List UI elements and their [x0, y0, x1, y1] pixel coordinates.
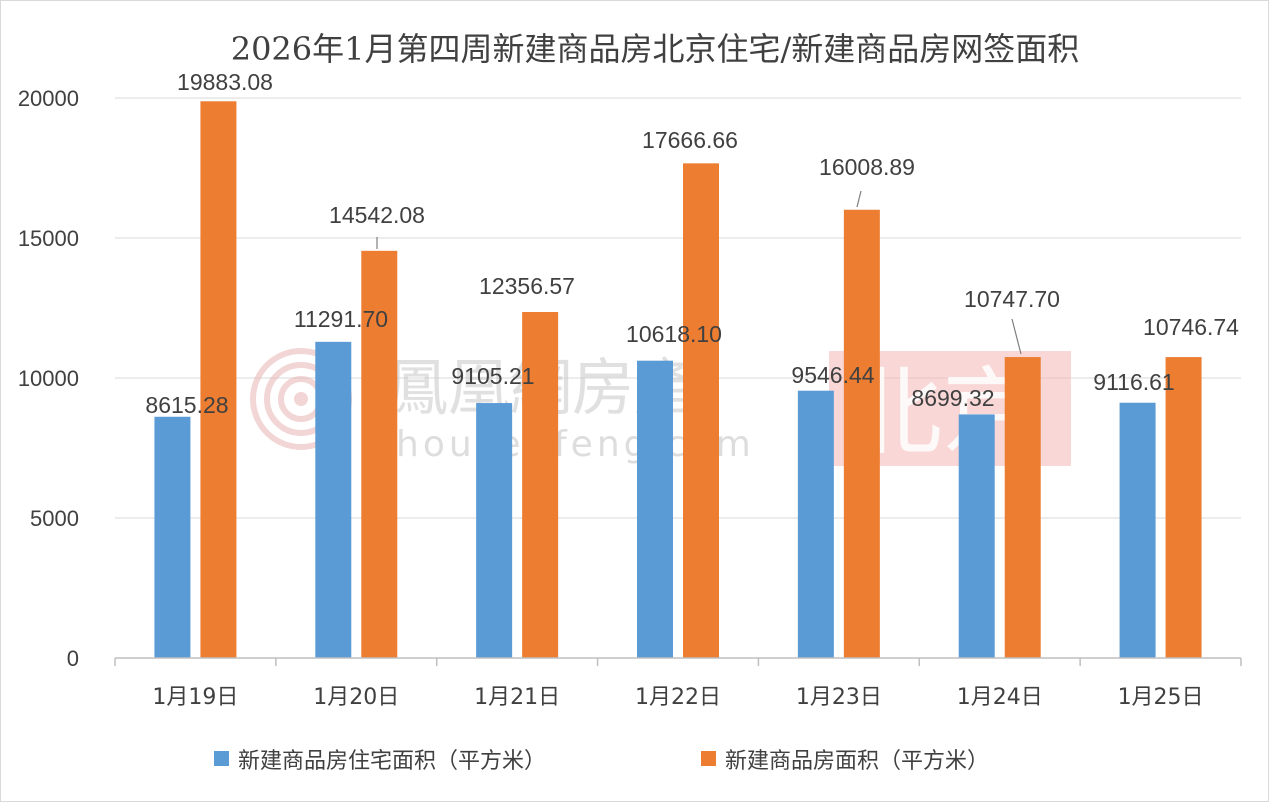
data-label: 10746.74: [1143, 314, 1239, 340]
x-tick-label: 1月25日: [1118, 685, 1204, 710]
data-labels: 8615.28 19883.08 11291.70 14542.08 9105.21 12…: [145, 69, 1239, 418]
data-label: 8699.32: [911, 385, 994, 411]
legend-label: 新建商品房住宅面积（平方米）: [238, 749, 546, 774]
y-tick-label: 15000: [18, 226, 79, 251]
data-label: 16008.89: [819, 154, 915, 180]
bar-total: [683, 163, 719, 658]
x-tick-label: 1月23日: [796, 685, 882, 710]
data-label: 17666.66: [642, 127, 738, 153]
data-label: 14542.08: [329, 202, 425, 228]
bar-total: [361, 250, 398, 658]
y-tick-label: 5000: [30, 506, 79, 531]
legend-label: 新建商品房面积（平方米）: [725, 749, 989, 774]
x-tick-label: 1月22日: [635, 685, 721, 710]
data-label-leader: [856, 190, 862, 208]
data-label: 12356.57: [479, 273, 575, 299]
data-label: 9546.44: [791, 362, 874, 388]
x-tick-label: 1月20日: [313, 685, 399, 710]
data-label-leader: [1011, 318, 1022, 355]
bar-residential: [476, 403, 513, 658]
bar-total: [200, 101, 237, 659]
data-label: 9105.21: [451, 363, 534, 389]
legend-swatch: [214, 751, 229, 766]
y-axis-ticks: 0 5000 10000 15000 20000: [18, 86, 79, 671]
bar-total: [1165, 357, 1202, 658]
data-label: 10747.70: [964, 286, 1060, 312]
bar-residential: [315, 341, 352, 658]
data-label: 11291.70: [294, 306, 388, 332]
x-tick-label: 1月24日: [957, 685, 1043, 710]
data-label: 10618.10: [626, 321, 722, 347]
data-label: 19883.08: [177, 69, 273, 95]
bar-residential: [958, 414, 995, 658]
bar-residential: [1119, 402, 1156, 658]
x-tick-label: 1月21日: [474, 685, 560, 710]
x-tick-label: 1月19日: [152, 685, 238, 710]
bar-residential: [797, 390, 834, 658]
y-tick-label: 20000: [18, 86, 79, 111]
bar-residential: [637, 360, 673, 658]
legend: 新建商品房住宅面积（平方米） 新建商品房面积（平方米）: [214, 749, 989, 774]
data-label: 8615.28: [145, 392, 228, 418]
y-tick-label: 0: [67, 646, 79, 671]
bar-total: [843, 209, 880, 658]
legend-swatch: [701, 751, 716, 766]
chart-title: 2026年1月第四周新建商品房北京住宅/新建商品房网签面积: [231, 30, 1080, 68]
x-axis: [114, 657, 1242, 666]
y-tick-label: 10000: [18, 366, 79, 391]
bar-residential: [154, 416, 191, 658]
x-axis-ticks: 1月19日 1月20日 1月21日 1月22日 1月23日 1月24日 1月25日: [152, 685, 1203, 710]
bar-total: [522, 312, 559, 658]
bar-total: [1004, 357, 1041, 658]
data-label: 9116.61: [1093, 369, 1174, 395]
bars: [154, 101, 1202, 659]
